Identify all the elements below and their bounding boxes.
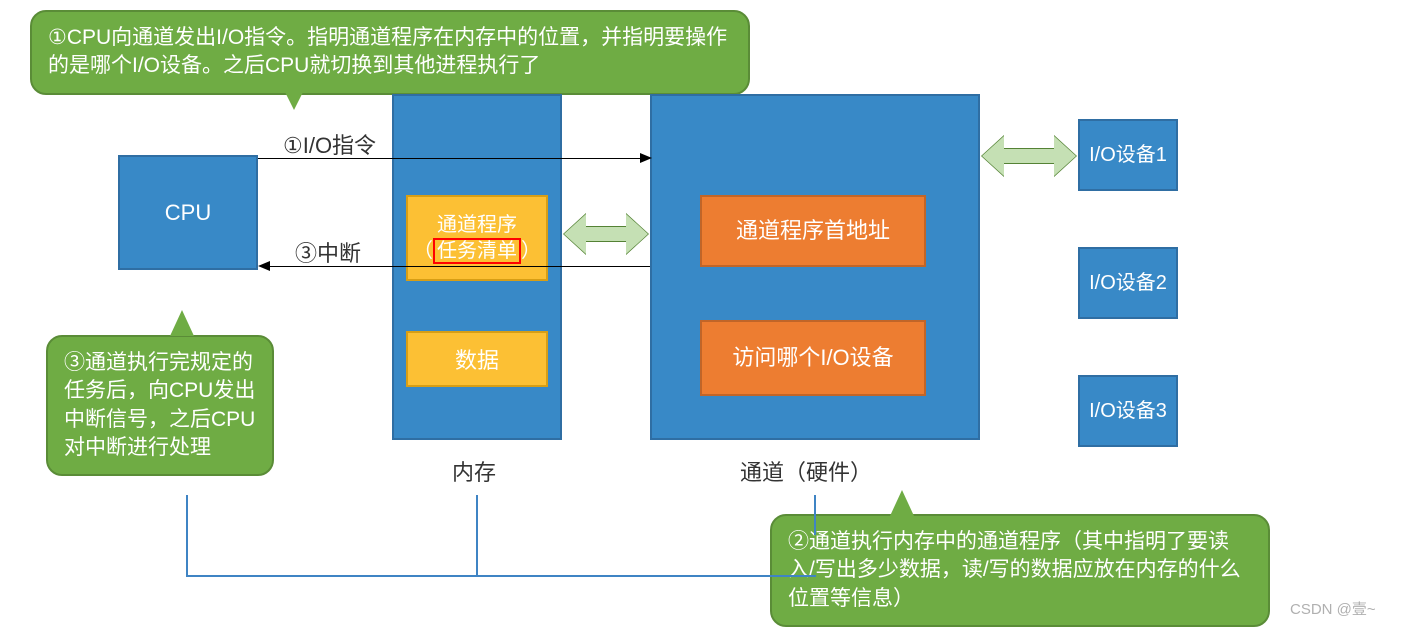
connector-hz: [186, 575, 816, 577]
program-line1: 通道程序: [437, 212, 517, 238]
callout-step-3-tail: [170, 310, 194, 336]
arrow-io-cmd-label: ①I/O指令: [283, 128, 376, 160]
connector-mem-v: [476, 495, 478, 577]
cpu-label: CPU: [165, 200, 211, 226]
callout-step-1-text: ①CPU向通道发出I/O指令。指明通道程序在内存中的位置，并指明要操作的是哪个I…: [48, 26, 727, 77]
io-device-3: I/O设备3: [1078, 375, 1178, 447]
arrow-interrupt-head: [258, 261, 270, 271]
cpu-block: CPU: [118, 155, 258, 270]
connector-chan-v: [814, 495, 816, 535]
io-device-3-label: I/O设备3: [1089, 398, 1167, 424]
data-label: 数据: [455, 343, 499, 375]
watermark: CSDN @壹~: [1290, 598, 1376, 619]
callout-step-2-tail: [890, 490, 914, 516]
arrow-interrupt-label: ③中断: [295, 236, 361, 268]
connector-cpu-v: [186, 495, 188, 577]
callout-step-2: ②通道执行内存中的通道程序（其中指明了要读入/写出多少数据，读/写的数据应放在内…: [770, 514, 1270, 627]
memory-label: 内存: [452, 455, 496, 487]
io-device-1-label: I/O设备1: [1089, 142, 1167, 168]
which-dev-label: 访问哪个I/O设备: [732, 344, 893, 373]
double-arrow-mem-chan: [564, 214, 648, 254]
arrow-io-cmd-head: [640, 153, 652, 163]
io-device-2-label: I/O设备2: [1089, 270, 1167, 296]
program-highlight: 任务清单: [433, 238, 521, 264]
callout-step-1-tail: [280, 82, 308, 110]
callout-step-3: ③通道执行完规定的任务后，向CPU发出中断信号，之后CPU对中断进行处理: [46, 335, 274, 476]
which-dev-box: 访问哪个I/O设备: [700, 320, 926, 396]
channel-label: 通道（硬件）: [740, 455, 872, 487]
first-addr-label: 通道程序首地址: [736, 217, 890, 246]
double-arrow-chan-io: [982, 136, 1076, 176]
program-box: 通道程序 （任务清单）: [406, 195, 548, 281]
first-addr-box: 通道程序首地址: [700, 195, 926, 267]
callout-step-3-text: ③通道执行完规定的任务后，向CPU发出中断信号，之后CPU对中断进行处理: [64, 351, 255, 459]
program-line2: （任务清单）: [413, 238, 541, 264]
data-box: 数据: [406, 331, 548, 387]
io-device-1: I/O设备1: [1078, 119, 1178, 191]
io-device-2: I/O设备2: [1078, 247, 1178, 319]
callout-step-1: ①CPU向通道发出I/O指令。指明通道程序在内存中的位置，并指明要操作的是哪个I…: [30, 10, 750, 95]
callout-step-2-text: ②通道执行内存中的通道程序（其中指明了要读入/写出多少数据，读/写的数据应放在内…: [788, 530, 1241, 610]
